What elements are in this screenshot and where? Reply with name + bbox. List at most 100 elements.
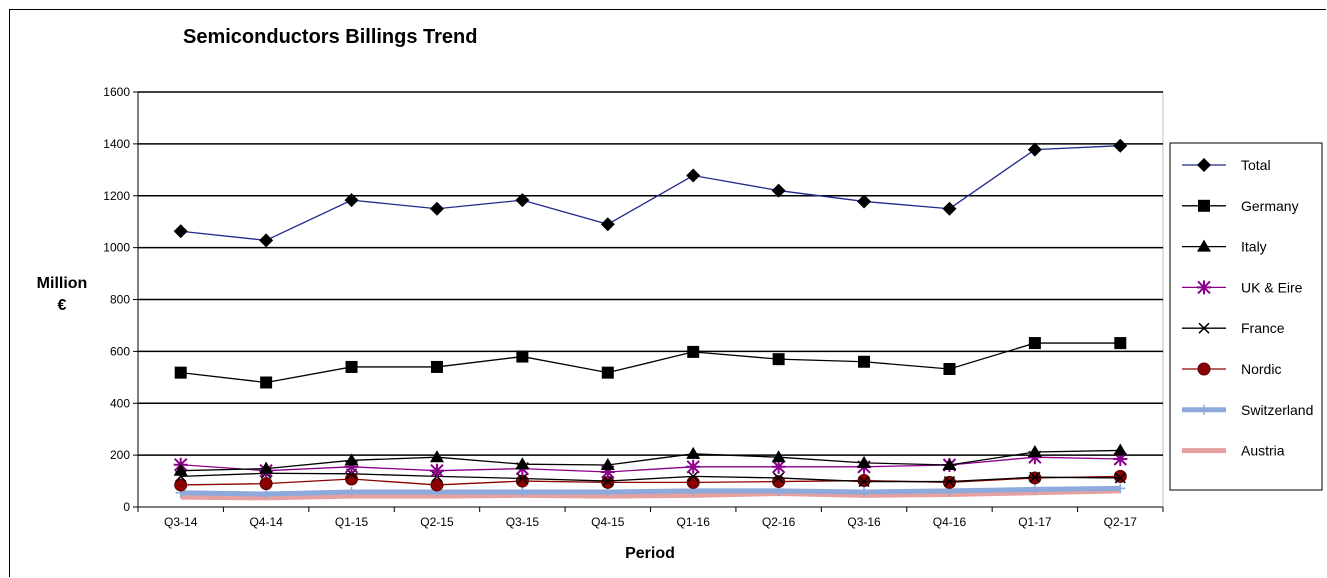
data-point [429, 463, 444, 478]
legend-item: UK & Eire [1182, 279, 1303, 295]
data-point [1114, 337, 1127, 350]
series-total [173, 138, 1128, 248]
data-point [686, 475, 700, 489]
x-tick-label: Q2-16 [762, 515, 796, 529]
legend-item: Total [1182, 157, 1271, 173]
y-tick-label: 600 [110, 344, 130, 358]
data-point [602, 475, 614, 487]
x-tick-label: Q4-14 [249, 515, 283, 529]
series-line [180, 456, 1121, 473]
series-layer [173, 138, 1128, 501]
y-tick-label: 1200 [103, 189, 130, 203]
data-point [686, 459, 701, 474]
series-line [180, 472, 1121, 483]
legend-label: Nordic [1241, 361, 1281, 377]
data-point [1027, 142, 1042, 157]
series-line [180, 449, 1121, 472]
data-point [687, 470, 699, 482]
legend-item: Italy [1182, 239, 1267, 255]
series-line [180, 488, 1121, 501]
y-tick-label: 0 [123, 500, 130, 514]
data-point [1113, 469, 1127, 483]
y-tick-label: 1400 [103, 137, 130, 151]
data-point [857, 455, 872, 468]
data-point [772, 353, 785, 366]
data-point [516, 472, 528, 484]
data-point [515, 474, 529, 488]
y-tick-label: 1000 [103, 241, 130, 255]
data-point [515, 457, 530, 470]
data-point [259, 477, 273, 491]
legend-label: Total [1241, 157, 1271, 173]
data-point [942, 201, 957, 216]
y-tick-label: 800 [110, 293, 130, 307]
data-point [516, 350, 529, 363]
x-axis-title: Period [625, 545, 675, 562]
data-point [1027, 450, 1042, 465]
data-point [773, 472, 785, 484]
data-point [260, 376, 273, 389]
data-point [771, 450, 786, 463]
series-switzerland [175, 483, 1126, 500]
x-tick-label: Q3-15 [506, 515, 540, 529]
y-axis-title-line1: Million [37, 275, 88, 292]
series-germany [174, 337, 1127, 389]
series-nordic [174, 469, 1127, 492]
data-point [686, 168, 701, 183]
series-line [180, 342, 1121, 384]
data-point [1029, 484, 1040, 495]
legend-marker [1197, 362, 1211, 376]
data-point [344, 453, 359, 466]
data-point [858, 355, 871, 368]
x-tick-label: Q1-15 [335, 515, 369, 529]
legend-item: France [1182, 320, 1285, 336]
legend-label: Austria [1241, 443, 1285, 459]
x-tick-label: Q1-16 [677, 515, 711, 529]
data-point [600, 457, 615, 470]
data-point [515, 193, 530, 208]
x-tick-label: Q1-17 [1018, 515, 1052, 529]
data-point [430, 478, 444, 492]
x-tick-label: Q3-16 [847, 515, 881, 529]
y-tick-label: 1600 [103, 85, 130, 99]
series-france [175, 467, 1126, 488]
data-point [601, 366, 614, 379]
data-point [686, 446, 701, 459]
series-line [180, 485, 1121, 497]
data-point [430, 360, 443, 373]
legend-marker [1198, 322, 1210, 334]
data-point [1027, 445, 1042, 458]
data-point [859, 486, 870, 497]
data-point [429, 450, 444, 463]
x-tick-label: Q4-16 [933, 515, 967, 529]
legend-marker [1197, 280, 1211, 295]
data-point [174, 366, 187, 379]
legend-marker [1197, 239, 1211, 252]
legend-marker [1199, 404, 1209, 415]
legend-marker [1198, 199, 1210, 212]
y-axis-title-line2: € [58, 297, 67, 314]
data-point [687, 345, 700, 358]
data-point [943, 363, 956, 376]
x-tick-label: Q3-14 [164, 515, 198, 529]
legend-label: Italy [1241, 239, 1267, 255]
data-point [943, 476, 955, 488]
x-tick-label: Q2-15 [420, 515, 454, 529]
legend-item: Nordic [1182, 361, 1281, 377]
series-line [180, 475, 1121, 486]
data-point [344, 459, 359, 474]
data-point [345, 360, 358, 373]
legend: Total Germany Italy UK & Eire France Nordic Sw… [1169, 142, 1323, 491]
legend-box [1169, 142, 1323, 491]
data-point [1113, 138, 1128, 153]
data-point [600, 217, 615, 232]
series-italy [173, 443, 1128, 476]
data-point [1114, 472, 1126, 484]
data-point [346, 486, 357, 497]
data-point [1029, 471, 1041, 483]
data-point [174, 478, 188, 492]
chart-frame [9, 9, 1326, 577]
data-point [942, 457, 957, 470]
legend-item: Austria [1182, 443, 1285, 459]
legend-label: Germany [1241, 198, 1299, 214]
